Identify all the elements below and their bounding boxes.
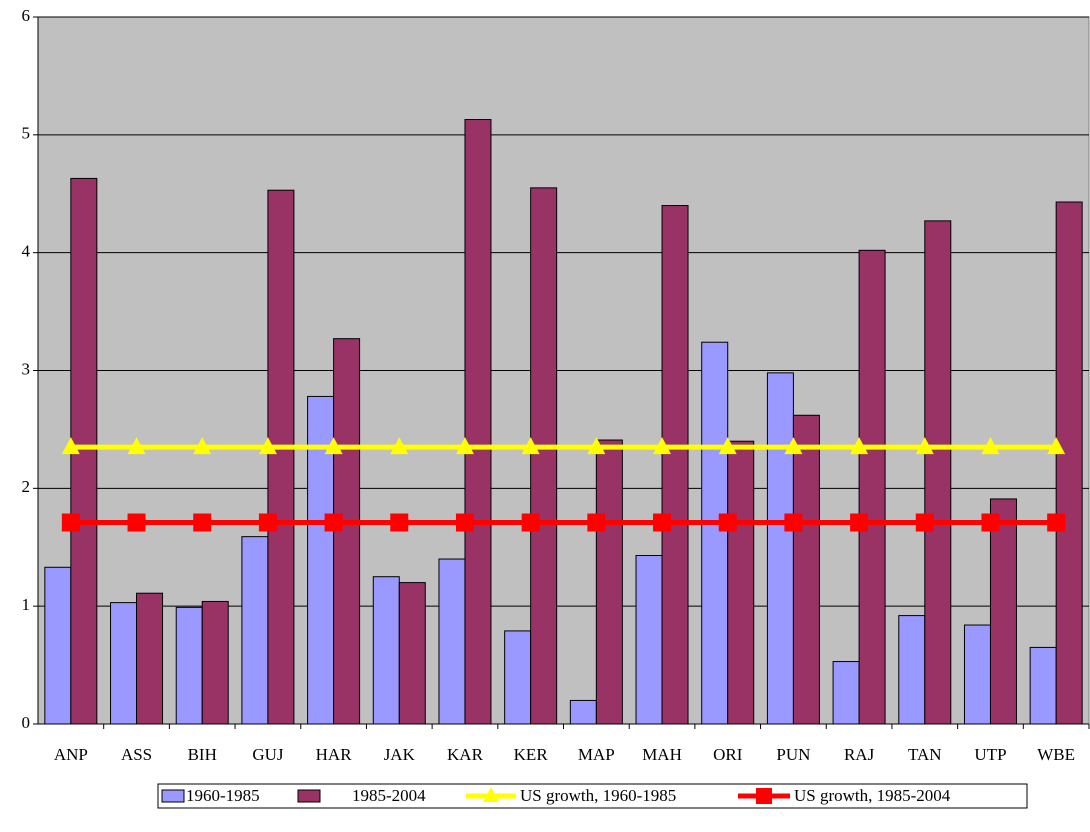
- bar: [438, 558, 466, 725]
- legend-label: 1985-2004: [352, 786, 426, 805]
- y-tick-label: 4: [22, 242, 31, 261]
- bar: [898, 615, 926, 725]
- x-tick-label: MAH: [642, 745, 682, 764]
- line-marker: [981, 437, 1000, 455]
- line-marker: [587, 513, 606, 532]
- line-marker: [127, 437, 146, 455]
- bar: [661, 205, 689, 725]
- bar: [464, 119, 492, 725]
- bar: [727, 440, 755, 725]
- line-marker: [324, 437, 343, 455]
- y-tick-label: 6: [22, 6, 31, 25]
- x-tick-label: GUJ: [252, 745, 284, 764]
- line-marker: [258, 513, 277, 532]
- line-marker: [61, 513, 80, 532]
- bar: [175, 606, 203, 725]
- bar: [924, 220, 952, 725]
- line-marker: [981, 513, 1000, 532]
- line-marker: [258, 437, 277, 455]
- x-tick-label: RAJ: [844, 745, 875, 764]
- y-tick-label: 3: [22, 359, 31, 378]
- bar: [530, 187, 558, 725]
- x-tick-label: KAR: [447, 745, 484, 764]
- line-marker: [784, 513, 803, 532]
- bar: [398, 582, 426, 725]
- line-marker: [193, 437, 212, 455]
- bar: [110, 602, 138, 725]
- bar: [701, 341, 729, 725]
- y-tick-label: 5: [22, 124, 31, 143]
- x-tick-label: KER: [514, 745, 549, 764]
- line-marker: [915, 437, 934, 455]
- x-tick-label: HAR: [316, 745, 353, 764]
- line-marker: [850, 437, 869, 455]
- line-marker: [455, 437, 474, 455]
- line-marker: [718, 437, 737, 455]
- bar: [792, 414, 820, 725]
- x-tick-label: UTP: [974, 745, 1006, 764]
- line-marker: [455, 513, 474, 532]
- bar: [201, 600, 229, 725]
- line-marker: [1047, 513, 1066, 532]
- bar: [832, 661, 860, 725]
- line-marker: [718, 513, 737, 532]
- legend-label: US growth, 1985-2004: [794, 786, 951, 805]
- line-marker: [61, 437, 80, 455]
- bar: [1029, 646, 1057, 725]
- legend-label: 1960-1985: [186, 786, 260, 805]
- x-tick-label: PUN: [776, 745, 810, 764]
- line-marker: [324, 513, 343, 532]
- bar: [136, 592, 164, 725]
- legend-marker: [483, 787, 499, 802]
- line-marker: [850, 513, 869, 532]
- bar: [44, 566, 72, 725]
- x-tick-label: TAN: [908, 745, 942, 764]
- y-tick-label: 0: [22, 713, 31, 732]
- x-tick-label: ASS: [121, 745, 152, 764]
- bar: [595, 439, 623, 725]
- bar: [989, 498, 1017, 725]
- line-marker: [521, 437, 540, 455]
- x-tick-label: JAK: [384, 745, 416, 764]
- y-tick-label: 1: [22, 595, 31, 614]
- bar: [267, 189, 295, 725]
- y-tick-label: 2: [22, 477, 31, 496]
- x-tick-label: WBE: [1037, 745, 1075, 764]
- bar: [569, 699, 597, 725]
- line-marker: [193, 513, 212, 532]
- x-tick-label: ORI: [713, 745, 743, 764]
- bar: [1055, 201, 1083, 725]
- bar: [963, 624, 991, 725]
- x-tick-label: ANP: [54, 745, 88, 764]
- legend-marker: [756, 788, 772, 804]
- bar: [504, 630, 532, 725]
- line-marker: [521, 513, 540, 532]
- line-marker: [653, 437, 672, 455]
- bar: [635, 554, 663, 725]
- line-marker: [390, 437, 409, 455]
- legend-label: US growth, 1960-1985: [520, 786, 676, 805]
- line-marker: [915, 513, 934, 532]
- bar: [372, 576, 400, 725]
- line-marker: [587, 437, 606, 455]
- legend-swatch: [161, 789, 185, 803]
- bar: [766, 372, 794, 725]
- x-tick-label: BIH: [188, 745, 217, 764]
- line-marker: [784, 437, 803, 455]
- bar: [241, 536, 269, 725]
- legend-swatch: [297, 789, 321, 803]
- line-marker: [1047, 437, 1066, 455]
- x-tick-label: MAP: [578, 745, 615, 764]
- bar: [858, 249, 886, 725]
- line-marker: [127, 513, 146, 532]
- line-marker: [390, 513, 409, 532]
- line-marker: [653, 513, 672, 532]
